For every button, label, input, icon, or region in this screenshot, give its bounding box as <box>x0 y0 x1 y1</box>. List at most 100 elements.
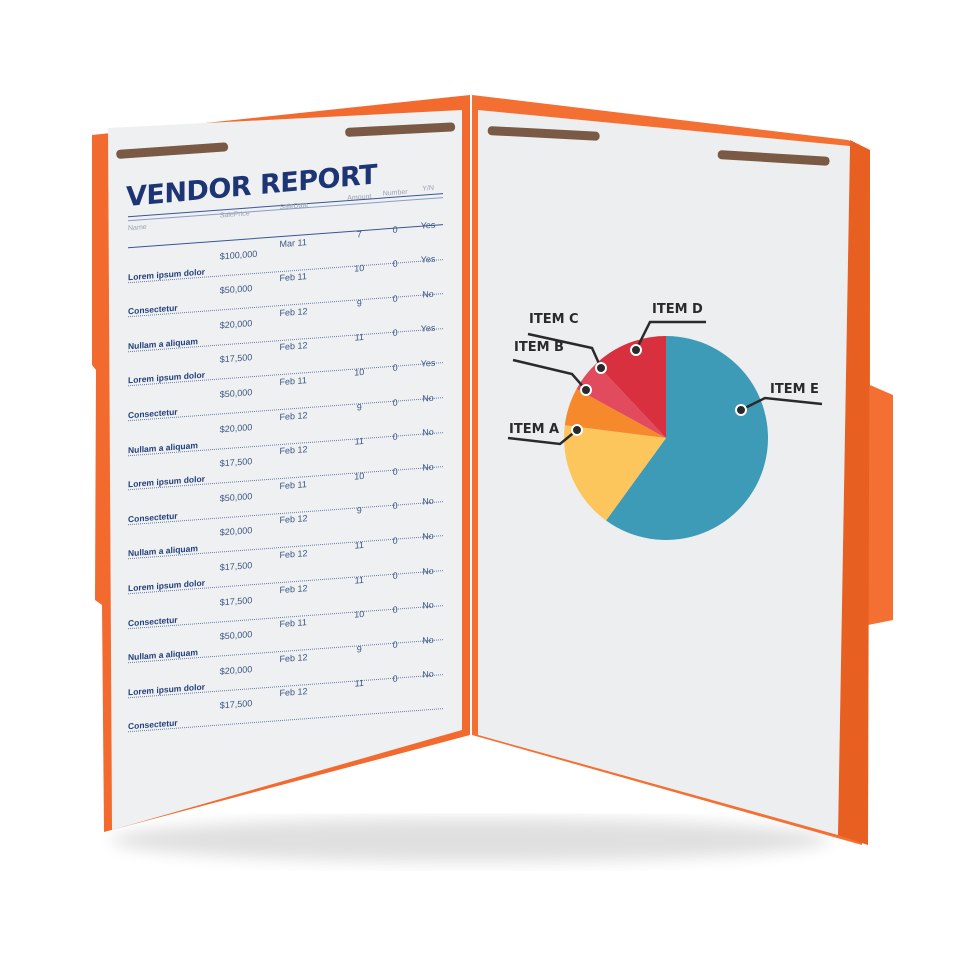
table-cell: No <box>422 634 434 646</box>
table-cell: 0 <box>392 431 398 442</box>
table-cell: Feb 12 <box>279 305 308 318</box>
table-cell: $50,000 <box>219 490 253 504</box>
fastener-left <box>116 122 456 159</box>
pie-slice-item-e <box>606 336 769 540</box>
table-cell: 11 <box>354 332 364 344</box>
marker-dot <box>735 404 747 416</box>
pie-label: ITEM B <box>514 340 564 355</box>
table-cell: No <box>422 461 434 473</box>
table-cell: $20,000 <box>219 421 253 435</box>
table-cell: No <box>422 565 434 577</box>
table-cell: 10 <box>354 609 365 620</box>
pie-label: ITEM C <box>529 312 579 327</box>
table-cell: $17,500 <box>219 456 253 469</box>
table-cell: 9 <box>356 401 362 413</box>
leader-line <box>527 332 603 369</box>
table-cell: 9 <box>356 505 362 516</box>
table-cell: 0 <box>392 362 398 373</box>
table-cell: 0 <box>392 500 398 512</box>
table-cell: Yes <box>420 357 436 369</box>
table-cell: 9 <box>356 297 362 309</box>
table-cell: 0 <box>392 293 398 304</box>
column-header: SalePrice <box>219 210 250 220</box>
table-cell: 10 <box>354 470 365 482</box>
table-cell: $20,000 <box>219 663 253 677</box>
table-cell: 0 <box>392 466 398 477</box>
pie-label: ITEM D <box>652 302 703 317</box>
table-body: Lorem ipsum dolor $100,000 Mar 11 7 0 Yes Cons… <box>118 219 443 733</box>
table-cell: No <box>422 392 434 404</box>
pie-slice-item-d <box>596 336 666 438</box>
table-cell: 0 <box>392 604 398 615</box>
table-cell: $100,000 <box>219 248 258 262</box>
pie-slice-item-a <box>564 425 666 521</box>
table-cell: $20,000 <box>219 525 253 538</box>
table-cell: No <box>422 669 434 680</box>
table-cell: $50,000 <box>219 387 253 400</box>
table-cell: $50,000 <box>219 629 253 642</box>
table-cell: Yes <box>420 219 436 231</box>
pie-chart <box>564 336 769 540</box>
table-cell: 0 <box>392 639 398 650</box>
table-cell: 9 <box>356 643 362 655</box>
table-cell: 7 <box>356 228 362 240</box>
table-cell: 0 <box>392 673 398 685</box>
table-cell: Feb 11 <box>279 375 307 388</box>
table-cell: Feb 11 <box>279 478 307 491</box>
table-cell: Feb 11 <box>279 271 307 284</box>
table-cell: $17,500 <box>219 698 253 711</box>
table-cell: 11 <box>354 574 364 586</box>
table-cell: Feb 12 <box>279 340 308 353</box>
leader-line <box>740 396 823 412</box>
table-cell: $17,500 <box>219 560 253 573</box>
table-cell: Feb 12 <box>279 686 308 699</box>
left-page <box>108 110 462 830</box>
table-cell: Yes <box>420 323 436 335</box>
table-cell: No <box>422 496 434 507</box>
table-cell: $17,500 <box>219 594 253 608</box>
table-cell: Feb 12 <box>279 409 308 422</box>
table-cell: Yes <box>420 253 436 265</box>
leader-line <box>512 358 587 391</box>
column-header: SaleDate <box>279 202 309 212</box>
marker-dot <box>580 384 592 396</box>
table-cell: $20,000 <box>219 317 253 331</box>
table-cell: 0 <box>392 397 398 408</box>
pie-slice-item-c <box>576 363 666 438</box>
table-cell: No <box>422 599 434 611</box>
table-cell: Feb 12 <box>279 444 308 457</box>
table-cell: No <box>422 530 434 542</box>
table-cell: 11 <box>354 678 364 689</box>
table-cell: Feb 12 <box>279 513 308 526</box>
table-cell: 0 <box>392 327 398 339</box>
marker-dot <box>595 362 607 374</box>
pie-slice-item-b <box>564 388 666 438</box>
table-cell: 10 <box>354 263 365 274</box>
pie-label: ITEM E <box>770 382 819 397</box>
table-cell: 0 <box>392 224 398 235</box>
table-cell: $50,000 <box>219 283 253 296</box>
table-cell: 11 <box>354 539 364 551</box>
table-cell: No <box>422 288 434 300</box>
leader-line <box>634 320 706 351</box>
table-cell: 0 <box>392 569 398 581</box>
pie-label: ITEM A <box>509 422 560 437</box>
table-cell: Feb 12 <box>279 582 308 595</box>
fastener-right <box>487 126 830 166</box>
table-cell: 10 <box>354 366 365 378</box>
leader-line <box>507 429 578 446</box>
table-cell: 11 <box>354 436 364 447</box>
table-cell: Feb 12 <box>279 548 308 561</box>
table-cell: Feb 12 <box>279 651 308 664</box>
table-cell: No <box>422 426 434 438</box>
table-cell: $17,500 <box>219 352 253 365</box>
marker-dot <box>630 344 642 356</box>
table-cell: Mar 11 <box>279 236 307 249</box>
vendor-report-sheet: VENDOR REPORT Name SalePrice SaleDate Am… <box>118 156 443 733</box>
marker-dot <box>571 424 583 436</box>
column-header: Number <box>382 188 408 198</box>
table-cell: 0 <box>392 258 398 270</box>
column-header: Amount <box>347 193 372 203</box>
column-header: Y/N <box>422 184 434 193</box>
